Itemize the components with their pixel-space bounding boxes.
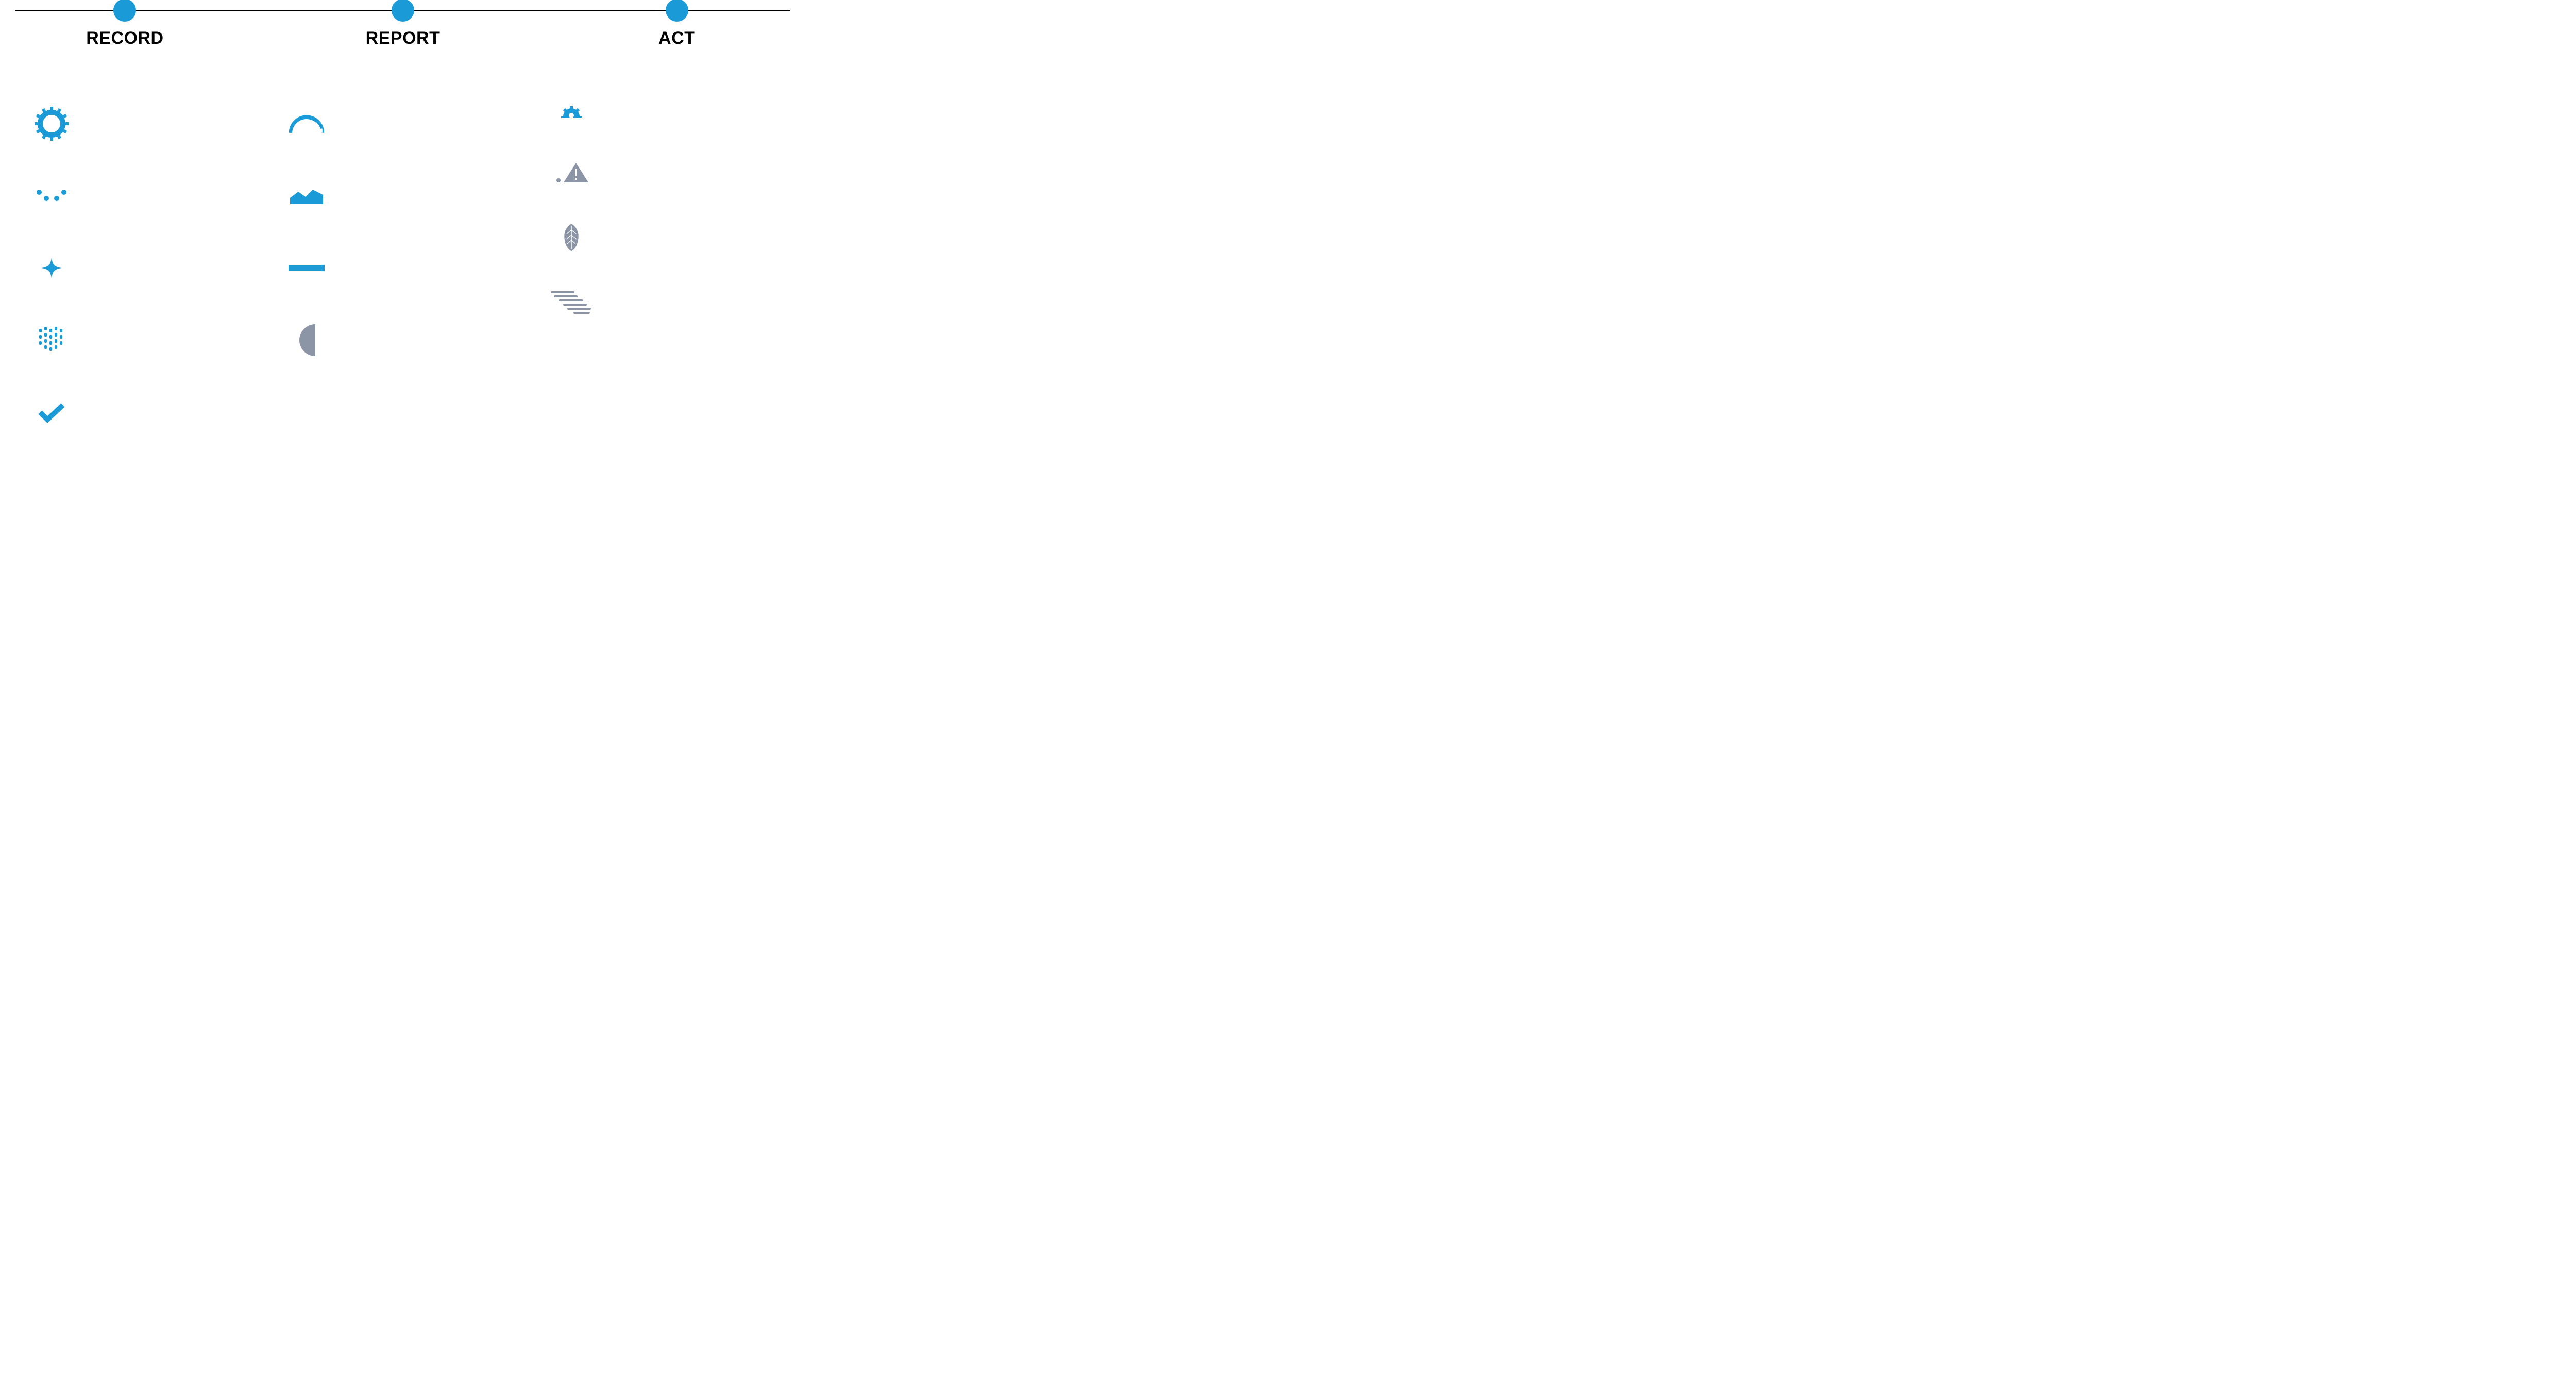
half-circle-icon <box>286 320 327 361</box>
area-chart-icon <box>286 175 327 216</box>
timeline-node-report <box>392 0 414 22</box>
data-matrix-icon <box>31 320 72 361</box>
timeline-label-report: REPORT <box>366 28 440 48</box>
bar-segment-icon <box>286 247 327 289</box>
column-report <box>265 103 520 433</box>
sparkle-icon <box>31 247 72 289</box>
leaf-icon <box>551 222 592 253</box>
columns <box>0 62 806 454</box>
timeline-label-act: ACT <box>658 28 695 48</box>
checkmark-icon <box>31 392 72 433</box>
column-record <box>21 103 265 433</box>
timeline-node-record <box>113 0 136 22</box>
column-act <box>520 103 785 433</box>
dots-wave-icon <box>31 175 72 216</box>
gear-sun-icon <box>551 103 592 124</box>
timeline: RECORD REPORT ACT <box>0 0 806 62</box>
warning-triangle-icon <box>551 160 592 186</box>
staggered-lines-icon <box>551 289 592 320</box>
gear-icon <box>31 103 72 144</box>
timeline-node-act <box>666 0 688 22</box>
gauge-arc-icon <box>286 103 327 144</box>
timeline-label-record: RECORD <box>86 28 163 48</box>
